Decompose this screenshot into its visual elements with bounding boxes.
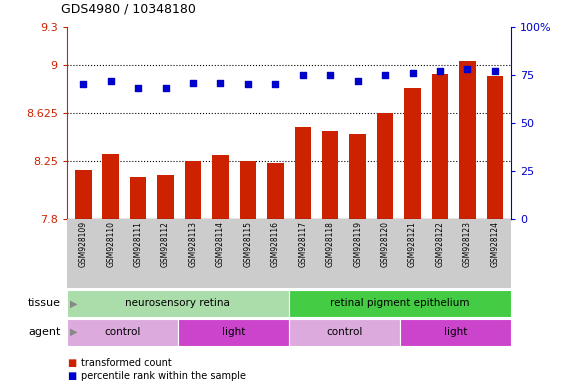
Text: ▶: ▶ xyxy=(70,327,77,337)
Bar xyxy=(432,74,448,219)
Text: GSM928109: GSM928109 xyxy=(79,221,88,267)
Text: light: light xyxy=(222,327,245,337)
Text: percentile rank within the sample: percentile rank within the sample xyxy=(81,371,246,381)
Text: GSM928124: GSM928124 xyxy=(490,221,499,267)
Bar xyxy=(67,290,289,317)
Text: control: control xyxy=(104,327,141,337)
Text: ▶: ▶ xyxy=(70,298,77,308)
Bar xyxy=(322,131,338,219)
Text: GSM928110: GSM928110 xyxy=(106,221,115,267)
Point xyxy=(188,79,198,86)
Point xyxy=(271,81,280,88)
Point xyxy=(325,72,335,78)
Point xyxy=(298,72,307,78)
Text: GSM928116: GSM928116 xyxy=(271,221,280,267)
Text: GSM928115: GSM928115 xyxy=(243,221,252,267)
Text: GSM928122: GSM928122 xyxy=(435,221,444,267)
Text: GDS4980 / 10348180: GDS4980 / 10348180 xyxy=(61,2,196,15)
Point xyxy=(216,79,225,86)
Bar xyxy=(349,134,366,219)
Bar xyxy=(178,319,289,346)
Point xyxy=(353,78,363,84)
Bar xyxy=(267,162,284,219)
Text: GSM928121: GSM928121 xyxy=(408,221,417,267)
Text: GSM928113: GSM928113 xyxy=(188,221,198,267)
Bar xyxy=(404,88,421,219)
Bar xyxy=(240,161,256,219)
Point xyxy=(161,85,170,91)
Point xyxy=(408,70,417,76)
Text: retinal pigment epithelium: retinal pigment epithelium xyxy=(331,298,470,308)
Text: GSM928117: GSM928117 xyxy=(298,221,307,267)
Text: neurosensory retina: neurosensory retina xyxy=(125,298,231,308)
Bar xyxy=(487,76,503,219)
Point xyxy=(78,81,88,88)
Bar xyxy=(459,61,476,219)
Point xyxy=(106,78,116,84)
Text: control: control xyxy=(327,327,363,337)
Bar xyxy=(157,175,174,219)
Text: transformed count: transformed count xyxy=(81,358,172,368)
Bar xyxy=(377,113,393,219)
Text: ■: ■ xyxy=(67,371,76,381)
Point xyxy=(134,85,143,91)
Text: GSM928119: GSM928119 xyxy=(353,221,362,267)
Text: ■: ■ xyxy=(67,358,76,368)
Point xyxy=(243,81,253,88)
Text: GSM928120: GSM928120 xyxy=(381,221,390,267)
Bar xyxy=(289,319,400,346)
Point xyxy=(490,68,500,74)
Text: GSM928114: GSM928114 xyxy=(216,221,225,267)
Point xyxy=(381,72,390,78)
Bar xyxy=(400,319,511,346)
Bar xyxy=(130,177,146,219)
Text: light: light xyxy=(444,327,467,337)
Bar xyxy=(212,155,229,219)
Point xyxy=(462,66,472,72)
Bar xyxy=(295,127,311,219)
Point xyxy=(435,68,444,74)
Text: GSM928118: GSM928118 xyxy=(326,221,335,267)
Bar xyxy=(75,170,92,219)
Bar xyxy=(185,161,201,219)
Bar xyxy=(289,290,511,317)
Bar xyxy=(102,154,119,219)
Text: GSM928123: GSM928123 xyxy=(463,221,472,267)
Text: tissue: tissue xyxy=(28,298,61,308)
Bar xyxy=(67,319,178,346)
Text: agent: agent xyxy=(28,327,61,337)
Text: GSM928112: GSM928112 xyxy=(161,221,170,267)
Text: GSM928111: GSM928111 xyxy=(134,221,143,267)
